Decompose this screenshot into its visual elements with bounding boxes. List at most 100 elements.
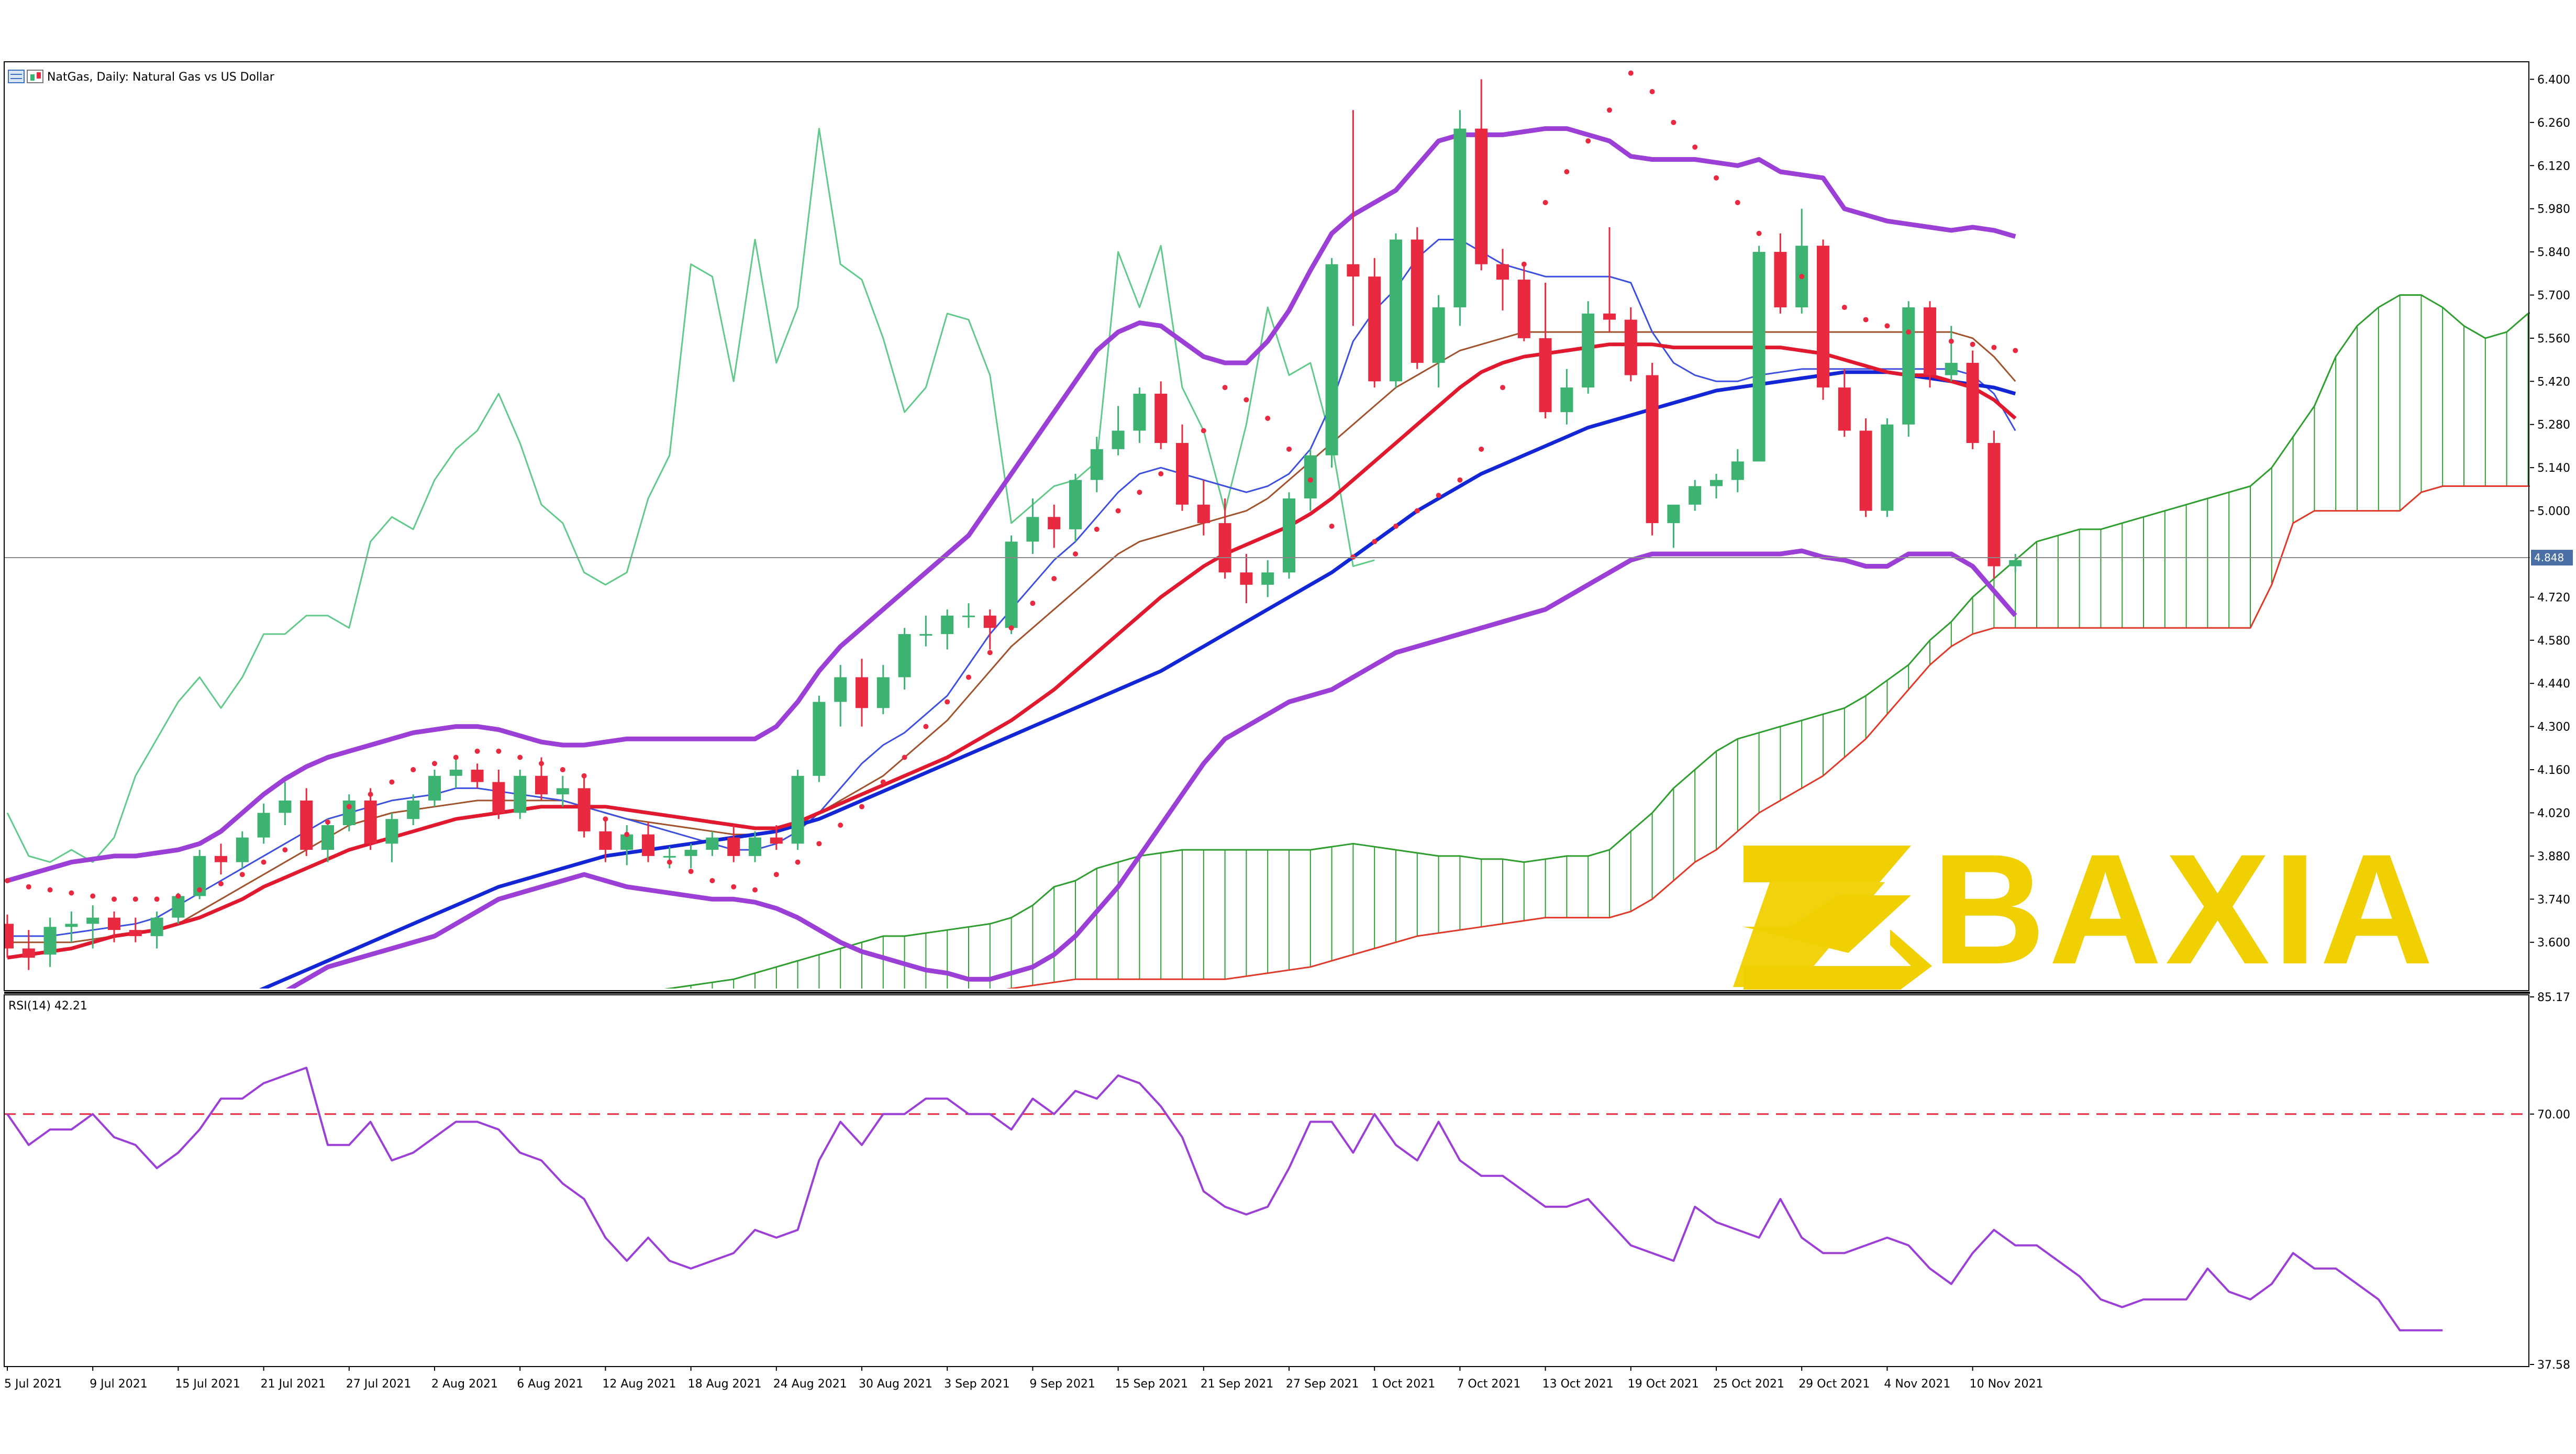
candle-body — [65, 924, 78, 927]
sar-dot — [1372, 539, 1378, 545]
sar-dot — [474, 748, 480, 754]
candle-body — [1689, 486, 1702, 505]
price-tick-label: 3.740 — [2537, 893, 2570, 906]
candle-body — [791, 775, 804, 844]
candle-body — [129, 930, 142, 936]
chart-frame — [4, 61, 2529, 991]
sar-dot — [1222, 385, 1228, 391]
candle-body — [983, 615, 996, 628]
price-tick-label: 3.880 — [2537, 850, 2570, 863]
indicator-lines — [6, 126, 2017, 989]
sar-dot — [752, 887, 758, 893]
sar-dot — [1201, 428, 1206, 434]
date-tick-label: 4 Nov 2021 — [1884, 1378, 1950, 1391]
sar-dot — [1735, 199, 1740, 205]
candle-body — [279, 800, 292, 813]
sar-dot — [1350, 554, 1356, 560]
candle-body — [1859, 430, 1872, 511]
candle-body — [1048, 517, 1061, 529]
candle-body — [770, 837, 783, 844]
candle-body — [876, 677, 890, 708]
candle-body — [813, 702, 826, 776]
candle-body — [428, 775, 441, 801]
candle-body — [706, 837, 719, 850]
date-tick-label: 21 Sep 2021 — [1201, 1378, 1273, 1391]
candle-body — [385, 819, 398, 844]
sar-dot — [1180, 452, 1185, 458]
date-tick-label: 1 Oct 2021 — [1371, 1378, 1435, 1391]
kijun-sen-line — [7, 331, 2016, 944]
sar-dot — [239, 872, 245, 878]
sar-dot — [1414, 508, 1420, 514]
sar-dot — [304, 835, 309, 840]
sar-dot — [112, 896, 117, 902]
price-tick-label: 4.720 — [2537, 591, 2570, 604]
candle-body — [1817, 246, 1829, 388]
sar-dot — [5, 878, 10, 883]
candle-body — [1987, 443, 2001, 567]
candle-body — [1646, 375, 1659, 524]
candle-body — [1026, 517, 1039, 542]
sar-dot — [560, 767, 565, 773]
price-tick-label: 3.600 — [2537, 937, 2570, 950]
candle-body — [1261, 572, 1274, 585]
sar-dot — [859, 804, 864, 809]
candle-body — [236, 837, 249, 862]
sar-dot — [1137, 490, 1142, 495]
sar-dot — [1607, 107, 1612, 113]
price-tick-label: 5.420 — [2537, 375, 2570, 389]
candle-body — [749, 837, 761, 856]
candle-body — [919, 634, 932, 636]
sar-dot — [1778, 255, 1783, 261]
chart-type-icon — [27, 70, 43, 83]
sar-dot — [816, 841, 822, 847]
sar-dot — [517, 754, 523, 760]
sar-dot — [667, 859, 672, 865]
sar-dot — [47, 887, 53, 893]
candle-body — [1881, 424, 1894, 511]
candle-body — [22, 948, 35, 958]
candle-body — [1838, 387, 1851, 431]
candle-body — [1283, 498, 1295, 573]
candle-body — [86, 917, 99, 924]
sar-dot — [132, 896, 138, 902]
svg-text:4.848: 4.848 — [2534, 551, 2564, 564]
sar-dot — [1393, 524, 1398, 529]
candle-body — [1453, 128, 1467, 308]
sar-dot — [1542, 199, 1548, 205]
date-tick-label: 6 Aug 2021 — [517, 1378, 583, 1391]
candle-body — [1560, 387, 1573, 413]
sar-dot — [1692, 144, 1698, 150]
price-tick-label: 5.560 — [2537, 332, 2570, 346]
candle-body — [471, 770, 484, 782]
sar-dot — [325, 819, 330, 825]
price-tick-label: 5.840 — [2537, 246, 2570, 259]
symbol-icon — [8, 70, 25, 83]
sar-dot — [1671, 119, 1676, 125]
sar-dot — [1051, 576, 1057, 582]
candle-body — [684, 850, 697, 856]
sar-dot — [69, 890, 74, 896]
date-tick-label: 21 Jul 2021 — [261, 1378, 326, 1391]
date-tick-label: 27 Sep 2021 — [1286, 1378, 1359, 1391]
price-tick-label: 4.160 — [2537, 764, 2570, 777]
chart-title: NatGas, Daily: Natural Gas vs US Dollar — [47, 71, 275, 84]
price-tick-label: 5.000 — [2537, 505, 2570, 518]
watermark-text: BAXIA — [1932, 821, 2436, 997]
sar-dot — [1948, 338, 1954, 344]
candle-body — [321, 825, 334, 850]
candle-body — [599, 831, 612, 850]
sar-dot — [2013, 348, 2018, 353]
candle-body — [1390, 239, 1402, 382]
sar-dot — [1030, 601, 1036, 606]
candle-body — [556, 788, 569, 795]
candles — [4, 79, 2022, 970]
candle-body — [834, 677, 847, 702]
candle-body — [1624, 319, 1637, 375]
sar-dot — [1884, 323, 1890, 329]
candle-body — [215, 856, 227, 862]
sar-dot — [880, 779, 886, 785]
axes: 3.600 3.740 3.880 4.020 4.160 4.300 4.440 4.580… — [4, 73, 2570, 1391]
date-tick-label: 12 Aug 2021 — [602, 1378, 676, 1391]
